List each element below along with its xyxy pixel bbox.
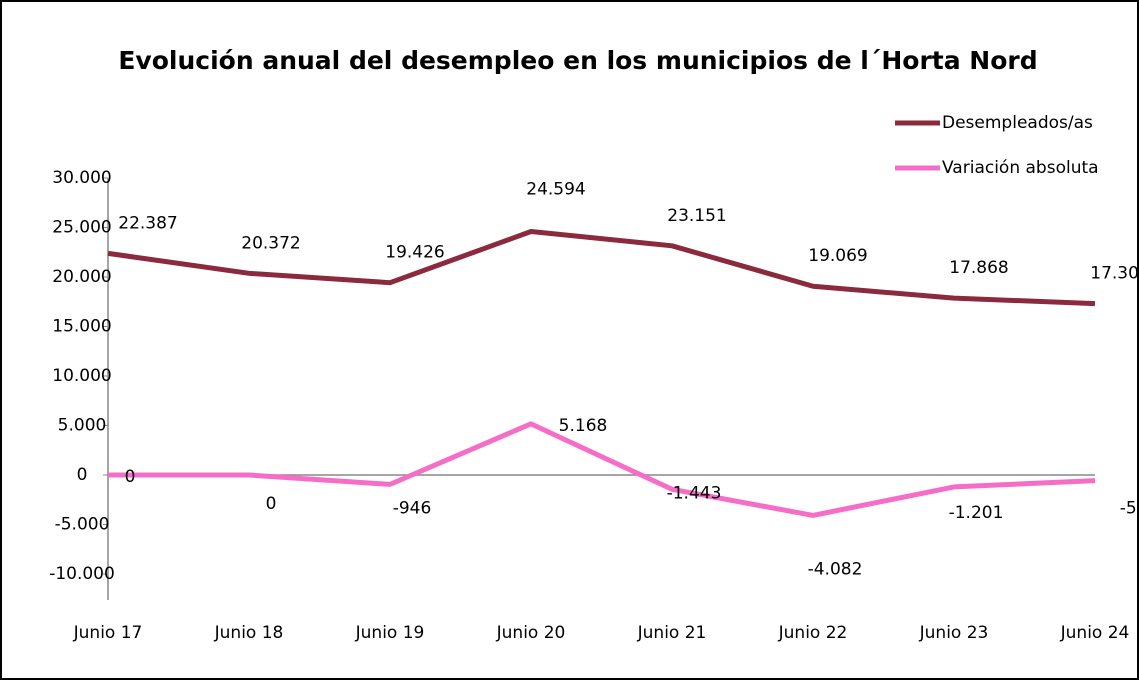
x-tick-label: Junio 19	[355, 623, 425, 643]
y-tick-label: -10.000	[49, 564, 115, 584]
line	[108, 421, 1096, 518]
data-label: 23.151	[667, 206, 726, 226]
x-tick-label: Junio 20	[496, 623, 566, 643]
data-label: 19.069	[808, 246, 867, 266]
y-tick-label: 20.000	[52, 267, 111, 287]
line	[107, 229, 1096, 307]
data-label: 0	[266, 494, 277, 514]
data-label: -946	[393, 498, 432, 518]
x-tick-label: Junio 21	[637, 623, 707, 643]
y-tick-label: 15.000	[52, 317, 111, 337]
y-tick-label: 25.000	[52, 218, 111, 238]
legend-label: Variación absoluta	[942, 158, 1099, 178]
data-label: 19.426	[385, 243, 444, 263]
y-tick-label: 30.000	[52, 168, 111, 188]
data-label: -1.201	[949, 503, 1004, 523]
y-tick-label: -5.000	[55, 515, 110, 535]
x-tick-label: Junio 24	[1060, 623, 1130, 643]
data-label: -1.443	[667, 483, 722, 503]
chart-title: Evolución anual del desempleo en los mun…	[118, 46, 1037, 75]
x-tick-label: Junio 18	[214, 623, 284, 643]
x-tick-label: Junio 17	[73, 623, 143, 643]
y-tick-label: 5.000	[58, 416, 107, 436]
data-label: 20.372	[241, 233, 300, 253]
data-label: 17.305	[1090, 264, 1139, 284]
x-tick-label: Junio 23	[919, 623, 989, 643]
data-label: 17.868	[949, 258, 1008, 278]
x-tick-label: Junio 22	[778, 623, 848, 643]
data-label: 24.594	[526, 180, 585, 200]
data-label: 5.168	[559, 416, 608, 436]
y-tick-label: 10.000	[52, 366, 111, 386]
legend-label: Desempleados/as	[942, 113, 1093, 133]
data-label: 0	[125, 467, 136, 487]
y-tick-label: 0	[77, 465, 88, 485]
data-label: -563	[1120, 499, 1139, 519]
data-label: 22.387	[118, 213, 177, 233]
data-label: -4.082	[808, 559, 863, 579]
